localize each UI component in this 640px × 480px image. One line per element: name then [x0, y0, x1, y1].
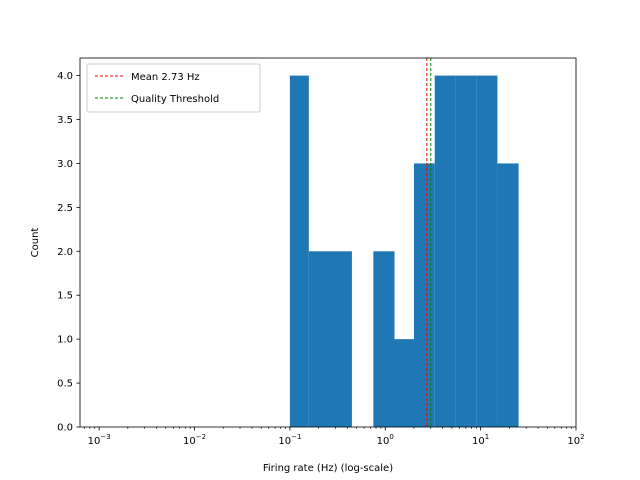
histogram-bar	[328, 251, 352, 427]
y-axis-label: Count	[30, 228, 41, 258]
y-tick-label: 4.0	[57, 71, 73, 82]
histogram-bar	[435, 76, 456, 427]
x-axis-label: Firing rate (Hz) (log-scale)	[263, 463, 393, 474]
y-tick-label: 0.0	[57, 423, 73, 434]
y-tick-label: 3.0	[57, 159, 73, 170]
y-tick-label: 0.5	[57, 379, 73, 390]
histogram-bar	[497, 163, 518, 427]
legend-quality-label: Quality Threshold	[131, 94, 219, 105]
histogram-bar	[476, 76, 497, 427]
histogram-bar	[290, 76, 309, 427]
legend: Mean 2.73 Hz Quality Threshold	[87, 64, 260, 112]
histogram-bar	[309, 251, 328, 427]
histogram-bar	[395, 339, 414, 427]
y-tick-label: 1.5	[57, 291, 73, 302]
histogram-bar	[373, 251, 394, 427]
y-tick-label: 2.5	[57, 203, 73, 214]
histogram-bar	[456, 76, 476, 427]
y-tick-label: 2.0	[57, 247, 73, 258]
histogram-bar	[414, 163, 435, 427]
y-tick-label: 3.5	[57, 115, 73, 126]
legend-mean-label: Mean 2.73 Hz	[131, 72, 200, 83]
y-tick-label: 1.0	[57, 335, 73, 346]
